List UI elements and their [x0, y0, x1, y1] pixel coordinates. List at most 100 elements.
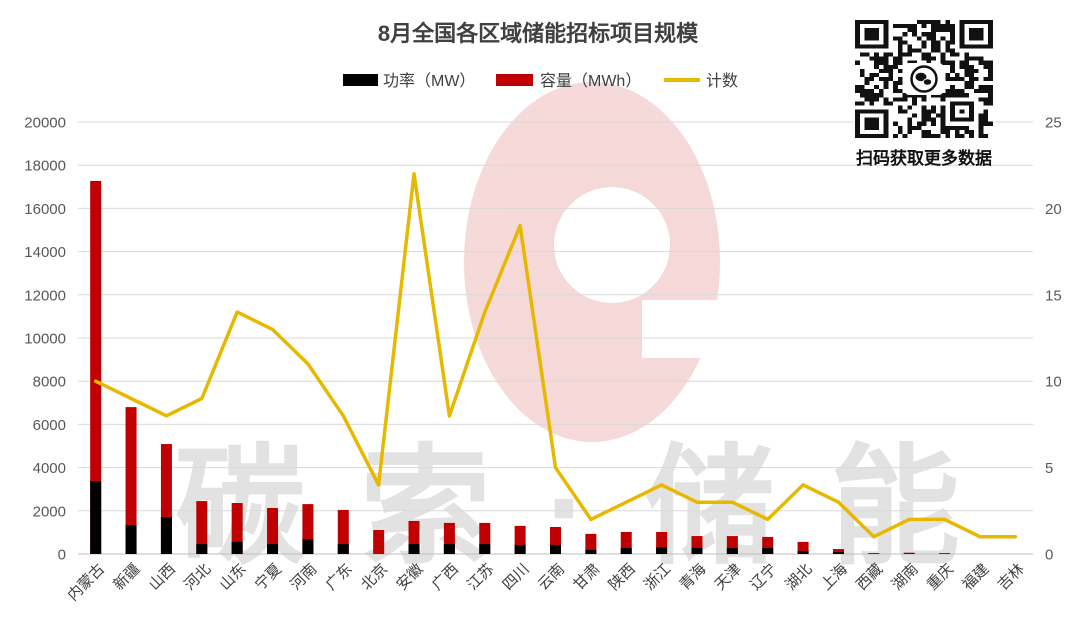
capacity-bar	[762, 536, 774, 554]
bars	[90, 180, 951, 554]
legend-item-count: 计数	[664, 72, 738, 90]
capacity-bar	[125, 407, 137, 554]
capacity-bar	[231, 503, 243, 554]
legend-label-power: 功率（MW）	[383, 72, 475, 90]
count-point	[801, 483, 805, 487]
capacity-bar	[160, 444, 172, 554]
count-point	[730, 500, 734, 504]
count-point	[270, 327, 275, 331]
capacity-bar	[585, 533, 597, 554]
capacity-bar	[939, 553, 951, 554]
capacity-bar	[196, 501, 208, 554]
power-bar	[408, 544, 420, 554]
y-left-tick-label: 16000	[24, 201, 66, 218]
power-bar	[691, 547, 703, 554]
capacity-bar	[726, 536, 738, 554]
y-right-tick-label: 15	[1045, 287, 1062, 304]
wechat-icon-bubble-small	[922, 78, 933, 86]
power-bar	[160, 517, 172, 554]
power-bar	[337, 544, 349, 554]
qr-caption: 扫码获取更多数据	[856, 148, 992, 168]
power-bar	[90, 480, 102, 554]
y-right-tick-label: 5	[1045, 460, 1053, 477]
capacity-bar	[832, 549, 844, 554]
power-bar	[620, 547, 632, 554]
wechat-icon	[905, 63, 943, 95]
count-point	[766, 517, 770, 522]
y-left-tick-label: 4000	[33, 460, 66, 477]
y-left-tick-label: 18000	[24, 158, 66, 175]
y-left-tick-label: 12000	[24, 287, 66, 304]
power-bar	[550, 544, 561, 554]
y-left-tick-label: 10000	[24, 331, 66, 348]
y-left-tick-label: 6000	[33, 417, 66, 434]
capacity-bar	[797, 541, 809, 554]
legend: 功率（MW） 容量（MWh） 计数	[343, 72, 738, 90]
capacity-bar	[408, 520, 420, 554]
qr-modules	[855, 20, 993, 139]
count-point	[200, 396, 204, 401]
x-tick-label: 新疆	[110, 561, 143, 594]
count-point	[447, 414, 451, 418]
power-bar	[302, 539, 314, 554]
y-right-tick-label: 25	[1045, 115, 1062, 132]
x-tick-label: 内蒙古	[64, 561, 108, 605]
power-bar	[231, 541, 243, 554]
count-point	[306, 362, 310, 366]
brand-logo-icon	[464, 82, 732, 442]
count-point	[872, 535, 876, 539]
logo-outer-shape	[464, 82, 720, 442]
x-tick-label: 湖北	[782, 561, 815, 594]
power-bar	[832, 552, 844, 554]
count-point	[978, 535, 982, 539]
capacity-bar	[267, 507, 279, 554]
power-bar	[762, 547, 774, 554]
capacity-bar	[550, 527, 561, 554]
count-point	[1013, 535, 1017, 539]
chart-title: 8月全国各区域储能招标项目规模	[378, 21, 699, 46]
count-point	[377, 483, 381, 487]
capacity-bar	[514, 525, 526, 554]
x-tick-label: 四川	[499, 561, 532, 594]
power-bar	[267, 544, 279, 554]
logo-notch	[642, 300, 732, 358]
capacity-bar	[868, 553, 880, 554]
y-left-tick-label: 2000	[33, 503, 66, 520]
count-point	[660, 483, 664, 487]
count-point	[589, 517, 593, 522]
y-left-tick-label: 14000	[24, 244, 66, 261]
legend-swatch-capacity	[496, 74, 533, 86]
power-bar	[797, 550, 809, 554]
power-bar	[125, 525, 137, 554]
x-tick-label: 福建	[959, 561, 992, 594]
capacity-bar	[903, 552, 915, 554]
count-point	[94, 379, 98, 383]
count-point	[836, 500, 841, 504]
count-point	[412, 172, 416, 176]
count-point	[483, 310, 487, 314]
x-tick-label: 山西	[146, 561, 179, 594]
legend-label-capacity: 容量（MWh）	[540, 72, 641, 90]
count-point	[164, 414, 169, 418]
legend-item-capacity: 容量（MWh）	[496, 72, 641, 90]
capacity-bar	[656, 531, 668, 554]
y-right-tick-label: 20	[1045, 201, 1062, 218]
capacity-bar	[691, 536, 703, 554]
power-bar	[479, 544, 491, 554]
count-point	[341, 414, 345, 418]
capacity-bar	[90, 180, 102, 554]
power-bar	[656, 547, 668, 554]
count-point	[129, 396, 133, 401]
legend-swatch-power	[343, 74, 378, 86]
capacity-bar	[479, 522, 491, 554]
power-bar	[196, 544, 208, 554]
x-tick-label: 陕西	[606, 561, 639, 594]
qr-code-icon: 扫码获取更多数据	[853, 18, 995, 168]
qr-code-pattern	[855, 20, 993, 139]
y-right-tick-label: 0	[1045, 547, 1053, 564]
capacity-bar	[337, 509, 349, 554]
y-left-tick-label: 0	[58, 547, 66, 564]
y-left-tick-label: 20000	[24, 115, 66, 132]
power-bar	[443, 544, 455, 554]
